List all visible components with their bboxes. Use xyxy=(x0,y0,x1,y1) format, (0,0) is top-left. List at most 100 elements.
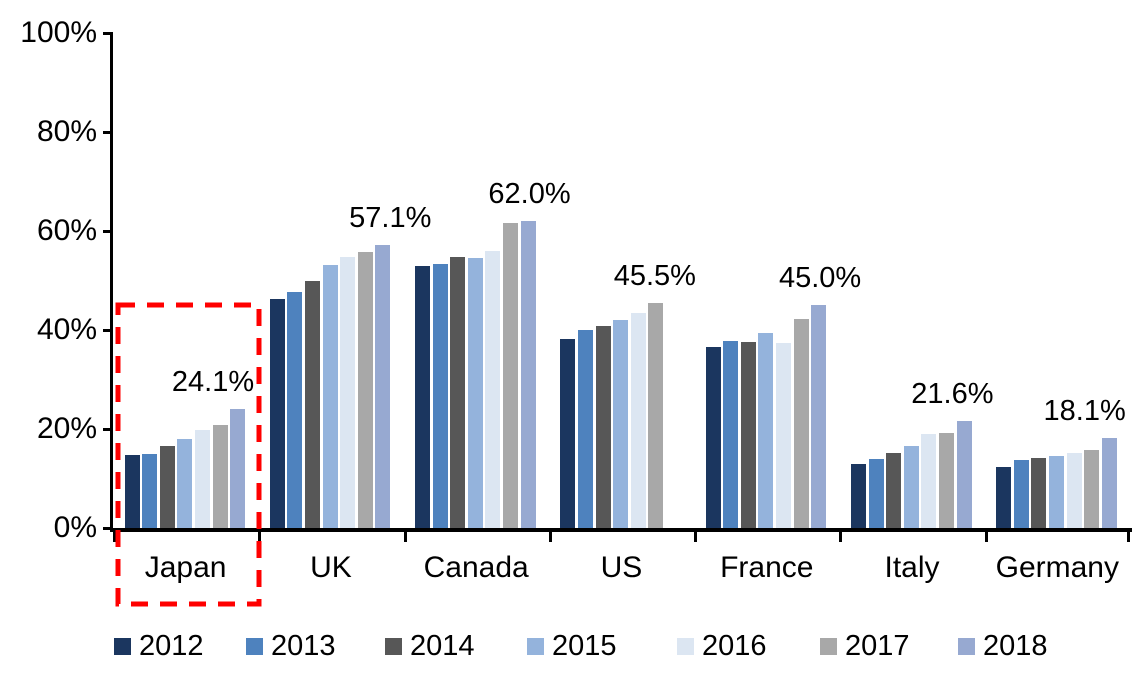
bar-uk-2013 xyxy=(287,292,303,528)
bar-france-2012 xyxy=(705,347,721,528)
bar-canada-2013 xyxy=(432,264,448,528)
bar-uk-2014 xyxy=(304,281,320,528)
y-axis-tick-label: 20% xyxy=(36,412,97,445)
bar-italy-2017 xyxy=(938,433,954,528)
bar-france-2013 xyxy=(723,341,739,528)
bar-japan-2016 xyxy=(194,430,210,528)
bar-canada-2012 xyxy=(415,265,431,528)
y-axis-line xyxy=(110,33,113,532)
japan-highlight-box xyxy=(115,302,262,607)
x-tick-mark xyxy=(548,528,552,542)
x-tick-mark xyxy=(984,528,988,542)
legend-item-2018: 2018 xyxy=(958,629,1048,662)
legend-swatch-2015 xyxy=(527,637,544,655)
bar-france-2016 xyxy=(776,343,792,528)
bar-value-label-japan: 24.1% xyxy=(171,365,255,398)
bar-france-2018 xyxy=(811,305,827,528)
x-tick-mark xyxy=(113,528,116,542)
legend-swatch-2014 xyxy=(385,637,402,655)
legend-label-2012: 2012 xyxy=(139,629,204,662)
bar-us-2017 xyxy=(648,302,664,528)
legend-swatch-2016 xyxy=(677,637,694,655)
bar-value-label-germany: 18.1% xyxy=(1043,395,1126,428)
bar-uk-2017 xyxy=(357,252,373,528)
category-label-us: US xyxy=(600,551,643,584)
legend-swatch-2018 xyxy=(958,637,975,655)
y-axis-tick-label: 100% xyxy=(20,16,97,49)
bar-us-2013 xyxy=(577,330,593,528)
bar-germany-2012 xyxy=(996,466,1012,528)
bar-us-2014 xyxy=(595,326,611,528)
bar-us-2012 xyxy=(560,338,576,528)
bar-japan-2017 xyxy=(212,424,228,528)
y-tick-mark xyxy=(103,526,113,530)
legend-label-2017: 2017 xyxy=(845,629,910,662)
legend-label-2018: 2018 xyxy=(983,629,1048,662)
bar-value-label-uk: 57.1% xyxy=(349,202,432,235)
bar-germany-2016 xyxy=(1066,452,1082,528)
bar-germany-2014 xyxy=(1031,457,1047,528)
legend-item-2016: 2016 xyxy=(677,631,767,660)
bar-france-2015 xyxy=(758,333,774,528)
bar-france-2017 xyxy=(793,318,809,528)
bar-germany-2018 xyxy=(1101,438,1117,528)
legend-label-2015: 2015 xyxy=(552,629,617,662)
bar-value-label-italy: 21.6% xyxy=(911,378,994,411)
bar-japan-2013 xyxy=(142,454,158,528)
category-label-france: France xyxy=(720,551,814,584)
legend-label-2013: 2013 xyxy=(271,629,336,662)
y-tick-mark xyxy=(103,229,113,233)
legend-item-2012: 2012 xyxy=(114,629,204,662)
bar-italy-2016 xyxy=(921,434,937,528)
legend-item-2015: 2015 xyxy=(527,629,617,662)
bar-value-label-us: 45.5% xyxy=(613,259,696,292)
y-tick-mark xyxy=(103,427,113,431)
y-tick-mark xyxy=(103,31,113,35)
bar-uk-2015 xyxy=(322,265,338,528)
y-axis-tick-label: 60% xyxy=(36,214,97,247)
bar-japan-2015 xyxy=(177,439,193,528)
bar-germany-2015 xyxy=(1048,456,1064,528)
bar-japan-2012 xyxy=(124,454,140,528)
bar-italy-2012 xyxy=(850,463,866,528)
bar-value-label-france: 45.0% xyxy=(778,262,862,295)
y-tick-mark xyxy=(103,130,113,134)
bar-germany-2013 xyxy=(1013,459,1029,528)
legend-item-2013: 2013 xyxy=(246,629,336,662)
category-label-uk: UK xyxy=(310,551,352,584)
x-tick-mark xyxy=(1126,528,1130,542)
bar-canada-2018 xyxy=(520,221,536,528)
bar-japan-2014 xyxy=(159,446,175,528)
legend-label-2014: 2014 xyxy=(410,629,475,662)
legend-swatch-2012 xyxy=(114,637,131,655)
legend-item-2014: 2014 xyxy=(385,629,475,662)
x-tick-mark xyxy=(403,528,407,542)
bar-italy-2013 xyxy=(868,459,884,528)
bar-italy-2014 xyxy=(886,453,902,528)
bar-canada-2015 xyxy=(467,257,483,528)
bar-uk-2012 xyxy=(269,298,285,528)
bar-uk-2016 xyxy=(340,257,356,528)
category-label-germany: Germany xyxy=(995,551,1119,584)
x-tick-mark xyxy=(839,528,843,542)
legend-swatch-2013 xyxy=(246,637,263,655)
bar-italy-2018 xyxy=(956,421,972,528)
bar-uk-2018 xyxy=(375,245,391,528)
y-axis-tick-label: 80% xyxy=(36,115,97,148)
bar-canada-2014 xyxy=(450,256,466,528)
x-tick-mark xyxy=(694,528,698,542)
y-axis-tick-label: 0% xyxy=(53,511,97,544)
legend-swatch-2017 xyxy=(820,637,837,655)
bar-france-2014 xyxy=(740,341,756,528)
legend-item-2017: 2017 xyxy=(820,629,910,662)
category-label-japan: Japan xyxy=(144,551,227,584)
category-label-italy: Italy xyxy=(884,551,940,584)
bar-us-2015 xyxy=(613,320,629,528)
bar-value-label-canada: 62.0% xyxy=(488,178,571,211)
bar-canada-2016 xyxy=(485,250,501,528)
x-axis-line xyxy=(110,528,1132,532)
category-label-canada: Canada xyxy=(423,551,529,584)
bar-canada-2017 xyxy=(503,222,519,528)
